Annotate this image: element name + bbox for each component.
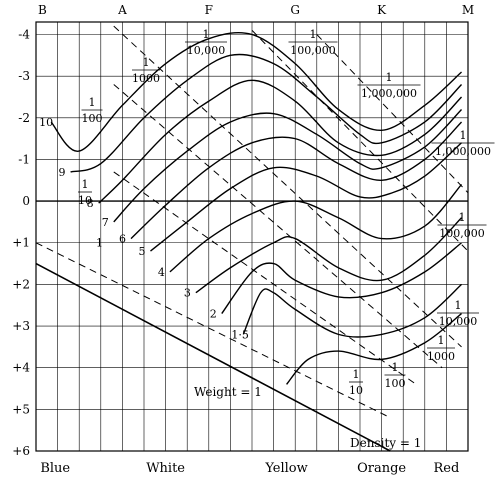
y-tick-label: +2 xyxy=(12,277,30,291)
axes: -4 -3 -2 -1 0 +1 +2 +3 +4 +5 +6 B A F G K M Blue White Yell… xyxy=(12,3,474,476)
curve-label: 7 xyxy=(102,216,109,229)
weight-curve xyxy=(169,183,463,273)
density-label-num: 1 xyxy=(310,28,317,41)
y-tick-label: 0 xyxy=(22,194,30,208)
weight-curve xyxy=(242,283,462,338)
density-label-den: 100,000 xyxy=(290,44,336,57)
curve-label: 9 xyxy=(59,166,66,179)
density-line xyxy=(113,25,462,348)
y-tick-label: +5 xyxy=(12,402,30,416)
density-label-den: 10,000 xyxy=(439,315,478,328)
color-label: Blue xyxy=(40,461,70,476)
curve-label: 1·5 xyxy=(231,328,249,341)
density-label-den: 100 xyxy=(385,377,406,390)
weight-curve xyxy=(70,53,463,173)
y-tick-label: +1 xyxy=(12,236,30,250)
density-label-den: 100 xyxy=(82,112,103,125)
density-label-num: 1 xyxy=(392,361,399,374)
color-label: Red xyxy=(433,461,459,476)
weight-curve xyxy=(98,79,463,204)
density-label-den: 10 xyxy=(349,384,363,397)
y-tick-label: -1 xyxy=(18,152,30,166)
density-label-num: 1 xyxy=(459,211,466,224)
weight-curve xyxy=(150,142,462,252)
curve-label: 4 xyxy=(158,266,165,279)
density-label-den: 100,000 xyxy=(439,227,485,240)
density-label-num: 1 xyxy=(353,368,360,381)
density-label-num: 1 xyxy=(203,28,210,41)
weight-curve xyxy=(195,217,463,294)
y-tick-label: +4 xyxy=(12,361,30,375)
top-letter: M xyxy=(462,3,474,17)
density-label-num: 1 xyxy=(455,299,462,312)
weight-curve xyxy=(221,242,462,314)
density-line xyxy=(316,34,469,194)
density-1-label: 1 xyxy=(96,237,103,250)
density-line xyxy=(251,29,469,252)
lines xyxy=(35,25,469,452)
top-letter: K xyxy=(377,3,387,17)
curve-label: 6 xyxy=(119,233,126,246)
density-label-den: 1000 xyxy=(132,72,160,85)
top-letter: G xyxy=(290,3,300,17)
density-label-den: 1,000,000 xyxy=(435,145,491,158)
grid xyxy=(35,21,469,452)
density-label-den: 1000 xyxy=(427,350,455,363)
curve-label: 5 xyxy=(138,245,145,258)
density-label-num: 1 xyxy=(82,178,89,191)
y-tick-label: -2 xyxy=(18,111,30,125)
top-letter: A xyxy=(117,3,127,17)
curve-label: 8 xyxy=(87,197,94,210)
weight-line xyxy=(35,262,391,452)
top-letter: F xyxy=(205,3,213,17)
weight-label: Weight = 1 xyxy=(194,385,262,399)
weight-curve xyxy=(130,121,463,240)
density-label-num: 1 xyxy=(386,71,393,84)
curve-label: 3 xyxy=(184,287,191,300)
curve-label: 2 xyxy=(210,308,217,321)
color-label: Yellow xyxy=(264,461,307,476)
weight-curve xyxy=(50,32,462,152)
weight-curve xyxy=(286,313,462,385)
y-tick-label: +3 xyxy=(12,319,30,333)
y-tick-label: -3 xyxy=(18,69,30,83)
curve-label: 10 xyxy=(39,116,53,129)
density-label-den: 1,000,000 xyxy=(361,87,417,100)
density-label-den: 10 xyxy=(78,194,92,207)
color-label: Orange xyxy=(357,461,406,476)
density-label-num: 1 xyxy=(143,56,150,69)
density-label-den: 10,000 xyxy=(187,44,226,57)
color-label: White xyxy=(146,461,185,476)
top-letter: B xyxy=(38,3,47,17)
y-tick-label: -4 xyxy=(18,27,30,41)
density-line xyxy=(35,242,391,419)
density-label-num: 1 xyxy=(89,96,96,109)
density-label-num: 1 xyxy=(438,334,445,347)
density-label-main: Density = 1 xyxy=(350,436,421,450)
weight-curve xyxy=(113,108,463,223)
density-label-num: 1 xyxy=(460,129,467,142)
y-tick-label: +6 xyxy=(12,444,30,458)
